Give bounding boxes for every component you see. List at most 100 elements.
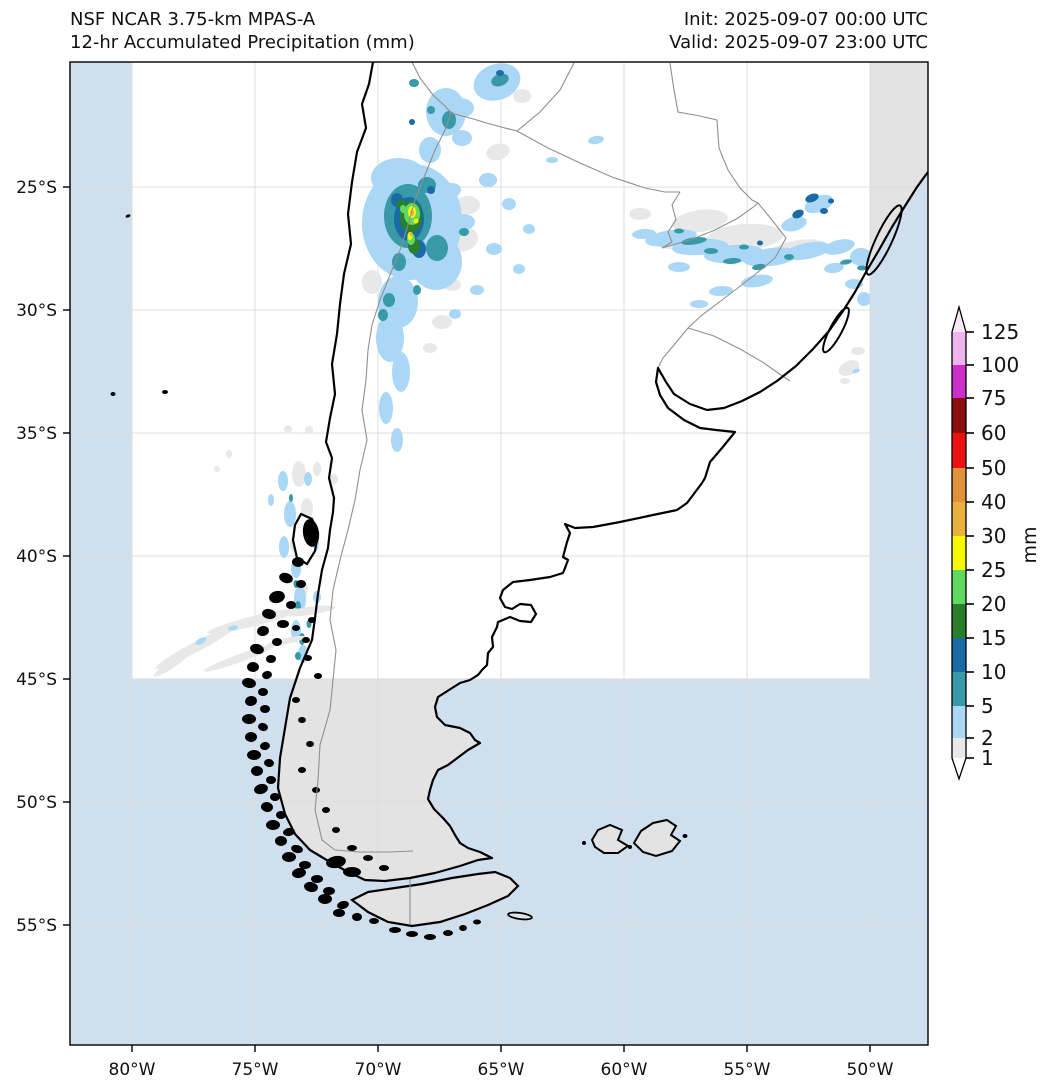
colorbar-segment xyxy=(952,706,966,738)
colorbar-segment xyxy=(952,433,966,468)
fjord-island xyxy=(276,811,286,819)
fjord-island xyxy=(270,793,280,801)
precip-blob xyxy=(852,368,860,374)
fjord-island xyxy=(312,787,320,793)
colorbar-tick-label: 1 xyxy=(981,746,994,770)
precip-blob xyxy=(459,228,469,236)
precip-blob xyxy=(502,198,516,210)
colorbar-units-label: mm xyxy=(1019,526,1041,563)
fjord-island xyxy=(269,590,285,604)
border-line xyxy=(657,327,689,369)
precip-blob xyxy=(376,314,404,362)
precip-blob xyxy=(383,293,395,307)
fjord-island xyxy=(473,919,481,925)
fjord-island xyxy=(406,931,418,937)
fjord-island xyxy=(424,934,436,940)
precip-blob xyxy=(284,425,292,433)
fjord-island xyxy=(337,900,349,910)
precip-blob xyxy=(479,173,497,187)
precip-blob xyxy=(432,315,452,329)
border-line xyxy=(450,112,518,132)
precip-blob xyxy=(709,285,733,297)
precip-blob xyxy=(486,143,510,161)
precip-blob xyxy=(153,651,191,677)
fjord-island xyxy=(323,887,335,895)
fjord-island xyxy=(251,766,263,776)
precip-blob xyxy=(409,79,419,87)
fjord-island xyxy=(291,844,303,854)
fjord-island xyxy=(258,688,268,696)
fjord-island xyxy=(298,767,306,773)
x-tick-label: 65°W xyxy=(478,1060,525,1080)
precip-blob xyxy=(195,637,207,645)
small-island xyxy=(628,845,632,849)
fjord-island xyxy=(363,855,373,861)
colorbar-segment xyxy=(952,604,966,638)
small-island xyxy=(125,214,131,218)
precip-blob xyxy=(588,135,604,145)
precip-blob xyxy=(820,208,828,214)
precip-blob xyxy=(690,300,708,308)
fjord-island xyxy=(304,881,318,893)
precip-blob xyxy=(378,309,388,321)
precip-blob xyxy=(470,285,484,295)
precip-blob xyxy=(523,224,535,234)
colorbar-segment xyxy=(952,672,966,706)
colorbar-tick-label: 100 xyxy=(981,353,1019,377)
precip-blob xyxy=(391,428,403,452)
colorbar-tick-label: 75 xyxy=(981,386,1006,410)
colorbar-tick-label: 125 xyxy=(981,320,1019,344)
fjord-island xyxy=(264,758,274,768)
precip-blob xyxy=(413,285,421,295)
border-line xyxy=(661,191,681,249)
fjord-island xyxy=(275,836,287,846)
precip-blob xyxy=(857,292,870,306)
fjord-island xyxy=(318,894,332,904)
y-tick-label: 40°S xyxy=(16,547,57,567)
fjord-island xyxy=(389,927,401,933)
coastal-lagoon xyxy=(865,204,903,276)
fjord-island xyxy=(262,670,272,680)
precipitation-layer xyxy=(153,63,870,677)
fjord-island xyxy=(311,875,323,883)
fjord-island xyxy=(369,918,379,924)
small-island xyxy=(110,392,116,396)
precip-blob xyxy=(443,183,461,197)
fjord-island xyxy=(302,519,320,547)
x-tick-label: 80°W xyxy=(109,1060,156,1080)
colorbar-tick-label: 30 xyxy=(981,524,1006,548)
fjord-island xyxy=(343,867,361,877)
precip-blob xyxy=(629,208,651,220)
precip-blob xyxy=(305,426,313,434)
precip-blob xyxy=(268,494,274,506)
precip-blob xyxy=(453,214,475,230)
y-tick-label: 30°S xyxy=(16,301,57,321)
fjord-island xyxy=(292,557,304,567)
precip-blob xyxy=(757,240,763,246)
precip-blob xyxy=(452,130,472,146)
precip-blob xyxy=(427,106,435,114)
precip-blob xyxy=(413,218,419,224)
fjord-island xyxy=(261,801,273,813)
fjord-island xyxy=(292,697,300,703)
precip-blob xyxy=(423,343,437,353)
colorbar-segment xyxy=(952,332,966,365)
fjord-island xyxy=(272,638,282,646)
precip-blob xyxy=(426,235,448,261)
colorbar-segment xyxy=(952,536,966,570)
fjord-island xyxy=(242,714,256,724)
fjord-island xyxy=(306,741,314,747)
fjord-island xyxy=(258,722,268,732)
precip-blob xyxy=(214,466,220,472)
fjord-island xyxy=(257,625,269,637)
fjord-island xyxy=(379,865,389,871)
border-line xyxy=(516,130,680,193)
border-line xyxy=(516,62,575,132)
precip-blob xyxy=(279,536,289,558)
colorbar-segment xyxy=(952,365,966,398)
title-line1: NSF NCAR 3.75-km MPAS-A xyxy=(70,9,316,30)
border-line xyxy=(411,62,452,114)
precip-blob xyxy=(313,462,321,476)
